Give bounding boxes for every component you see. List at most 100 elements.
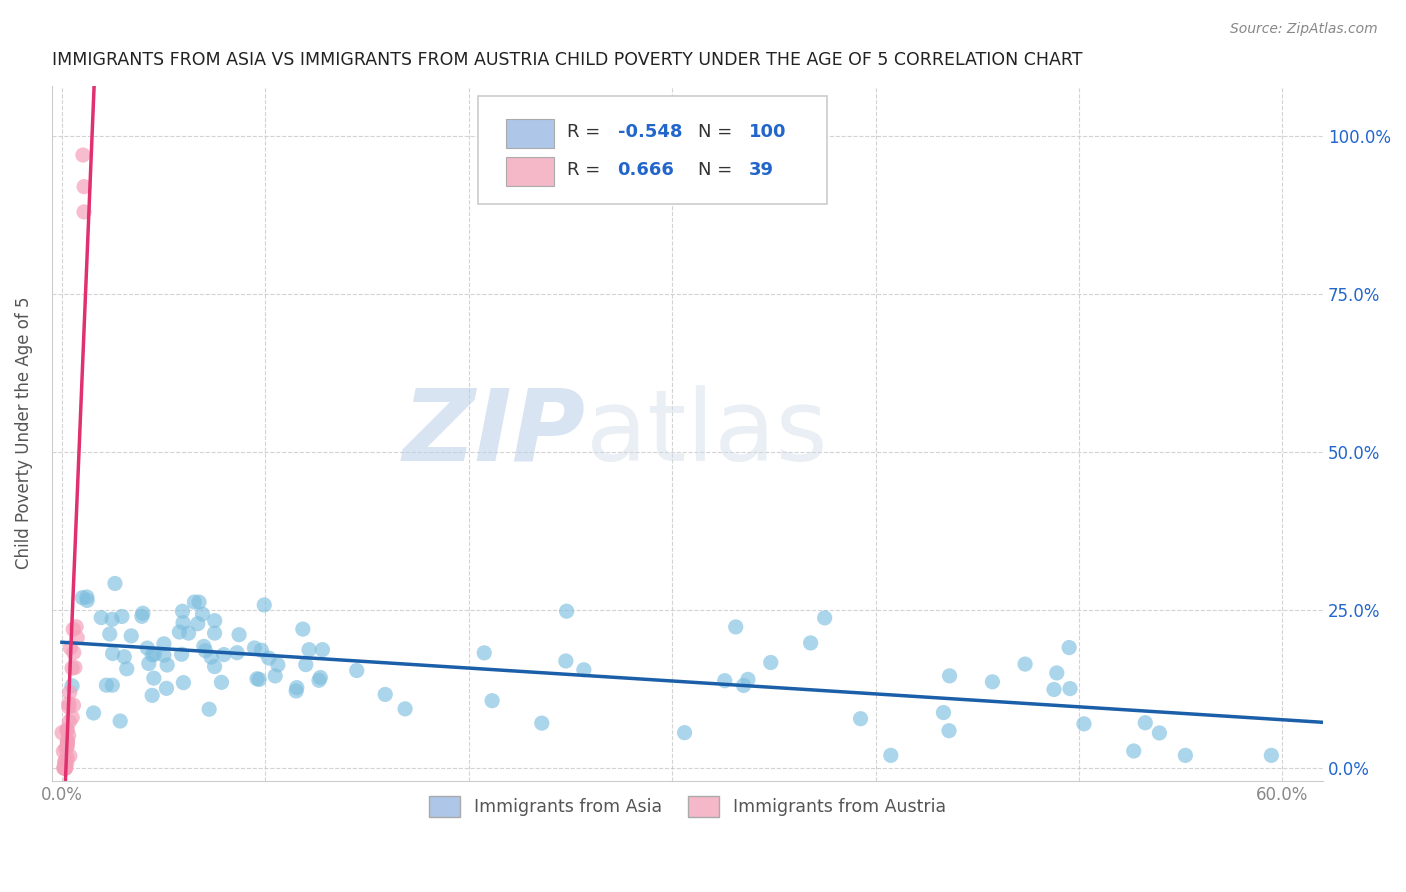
Point bbox=[267, 657, 290, 672]
Text: 100: 100 bbox=[748, 123, 786, 141]
Point bbox=[141, 648, 163, 662]
Point bbox=[800, 636, 823, 650]
Text: Source: ZipAtlas.com: Source: ZipAtlas.com bbox=[1230, 22, 1378, 37]
Point bbox=[56, 739, 79, 754]
Point bbox=[111, 609, 134, 624]
Point bbox=[285, 684, 308, 698]
Point bbox=[58, 697, 80, 711]
Point bbox=[849, 712, 872, 726]
Point bbox=[188, 595, 211, 609]
Point bbox=[172, 615, 194, 630]
Point bbox=[53, 761, 76, 775]
Point bbox=[170, 647, 193, 661]
Point bbox=[138, 657, 160, 671]
Point bbox=[733, 678, 755, 692]
Point bbox=[394, 702, 416, 716]
Point bbox=[814, 611, 837, 625]
Point bbox=[60, 710, 83, 724]
Point bbox=[58, 700, 80, 714]
Point bbox=[56, 722, 79, 736]
Point bbox=[938, 723, 960, 738]
Point bbox=[136, 641, 159, 656]
Point bbox=[713, 673, 735, 688]
Point bbox=[1122, 744, 1144, 758]
Point bbox=[73, 179, 96, 194]
Point bbox=[1135, 715, 1157, 730]
Point bbox=[58, 728, 80, 742]
Text: -0.548: -0.548 bbox=[617, 123, 682, 141]
Point bbox=[62, 623, 84, 637]
Point bbox=[294, 657, 316, 672]
Point bbox=[191, 607, 214, 621]
Point bbox=[1073, 716, 1095, 731]
Point bbox=[52, 744, 75, 758]
Point bbox=[285, 681, 308, 695]
Text: IMMIGRANTS FROM ASIA VS IMMIGRANTS FROM AUSTRIA CHILD POVERTY UNDER THE AGE OF 5: IMMIGRANTS FROM ASIA VS IMMIGRANTS FROM … bbox=[52, 51, 1083, 69]
Point bbox=[981, 674, 1004, 689]
Point bbox=[204, 626, 226, 640]
Point bbox=[90, 610, 112, 624]
Point bbox=[132, 607, 155, 621]
Point bbox=[141, 689, 163, 703]
Legend: Immigrants from Asia, Immigrants from Austria: Immigrants from Asia, Immigrants from Au… bbox=[422, 789, 953, 824]
Point bbox=[212, 648, 235, 662]
Point bbox=[55, 759, 77, 773]
Point bbox=[938, 669, 960, 683]
Point bbox=[72, 148, 94, 162]
Point bbox=[101, 612, 124, 626]
Point bbox=[96, 678, 118, 692]
Text: R =: R = bbox=[567, 161, 606, 179]
Point bbox=[724, 620, 747, 634]
Point bbox=[1174, 748, 1197, 763]
Point bbox=[155, 681, 177, 696]
Point bbox=[673, 725, 696, 739]
Point bbox=[247, 673, 270, 687]
Point bbox=[55, 742, 77, 756]
Point bbox=[177, 626, 200, 640]
Point bbox=[1059, 681, 1081, 696]
Point bbox=[53, 761, 76, 775]
FancyBboxPatch shape bbox=[506, 157, 554, 186]
Point bbox=[156, 658, 179, 673]
Point bbox=[172, 675, 194, 690]
Point bbox=[1043, 682, 1066, 697]
Point bbox=[76, 590, 98, 604]
Point bbox=[1046, 665, 1069, 680]
Text: R =: R = bbox=[567, 123, 606, 141]
Point bbox=[204, 659, 226, 673]
Point bbox=[554, 654, 576, 668]
Text: atlas: atlas bbox=[586, 384, 827, 482]
Point bbox=[76, 593, 98, 607]
Point bbox=[153, 648, 176, 663]
Point bbox=[250, 643, 273, 657]
Text: ZIP: ZIP bbox=[402, 384, 586, 482]
Point bbox=[291, 622, 314, 636]
Point bbox=[56, 723, 79, 738]
Point bbox=[101, 647, 124, 661]
Point bbox=[59, 685, 82, 699]
Point bbox=[200, 650, 222, 665]
Point bbox=[481, 694, 503, 708]
Point bbox=[115, 662, 138, 676]
Point bbox=[374, 688, 396, 702]
Point bbox=[52, 761, 75, 775]
Point bbox=[59, 749, 82, 764]
Point bbox=[555, 604, 578, 618]
Point bbox=[298, 642, 321, 657]
Point bbox=[142, 671, 165, 685]
Point bbox=[737, 673, 759, 687]
Point bbox=[65, 620, 87, 634]
Point bbox=[51, 725, 73, 739]
Text: N =: N = bbox=[697, 161, 738, 179]
Point bbox=[53, 761, 76, 775]
Point bbox=[253, 598, 276, 612]
Point bbox=[932, 706, 955, 720]
Point bbox=[530, 716, 553, 731]
Point bbox=[53, 756, 76, 770]
Point bbox=[264, 669, 287, 683]
Point bbox=[53, 761, 76, 775]
Point bbox=[56, 735, 79, 749]
Point bbox=[228, 628, 250, 642]
Point bbox=[308, 673, 330, 688]
Point bbox=[66, 631, 89, 645]
